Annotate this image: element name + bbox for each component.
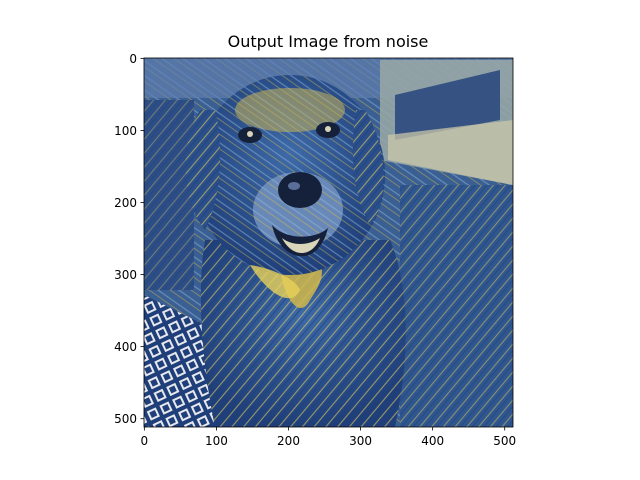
plot-title: Output Image from noise: [227, 32, 429, 51]
y-tick-label: 500: [114, 412, 137, 426]
stylized-dog-image: [144, 58, 513, 427]
x-tick-label: 500: [493, 434, 516, 448]
x-axis: 0 100 200 300 400 500: [141, 427, 516, 448]
x-tick-label: 200: [277, 434, 300, 448]
y-tick-label: 300: [114, 268, 137, 282]
x-tick-label: 400: [421, 434, 444, 448]
x-tick-label: 100: [205, 434, 228, 448]
y-tick-label: 200: [114, 196, 137, 210]
x-tick-label: 0: [141, 434, 149, 448]
y-tick-label: 100: [114, 124, 137, 138]
y-tick-label: 0: [129, 52, 137, 66]
y-tick-label: 400: [114, 340, 137, 354]
y-axis: 0 100 200 300 400 500: [114, 52, 144, 426]
x-tick-label: 300: [349, 434, 372, 448]
axes-frame: [143, 57, 514, 428]
